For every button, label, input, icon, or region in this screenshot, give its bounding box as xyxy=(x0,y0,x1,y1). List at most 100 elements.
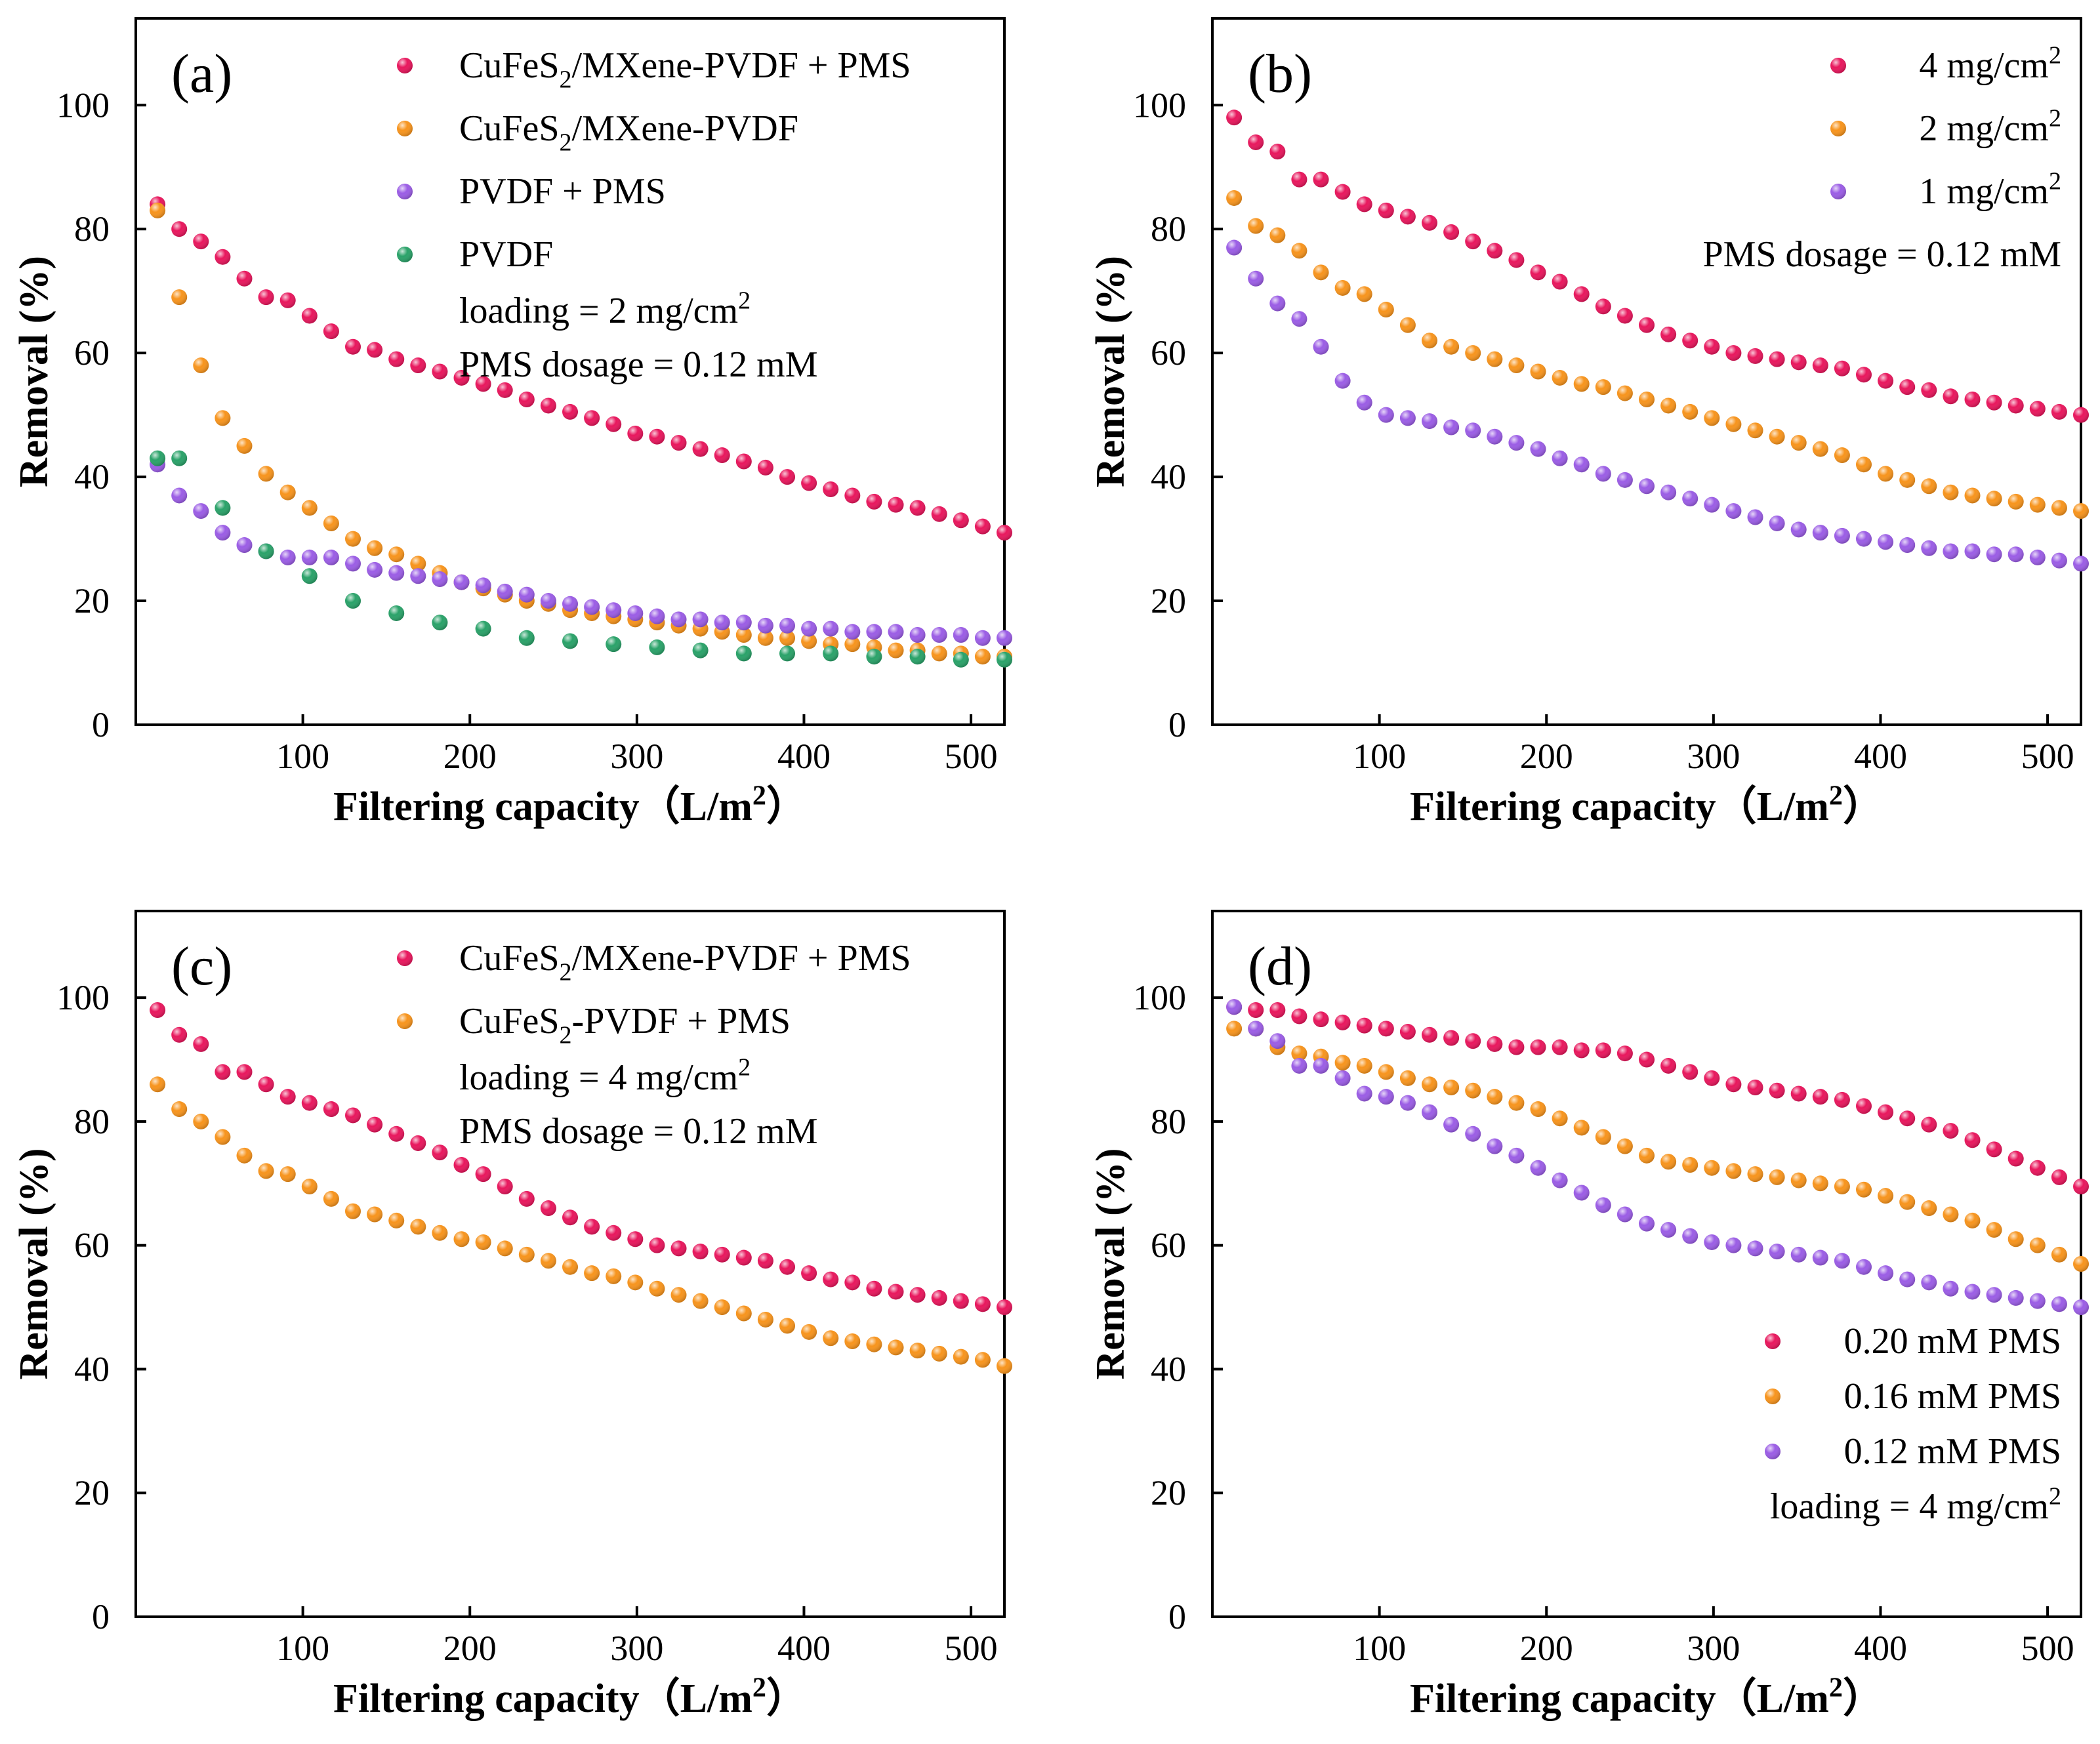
data-point-sheen xyxy=(1443,1030,1460,1046)
data-point-sheen xyxy=(1704,497,1720,513)
data-point xyxy=(323,515,339,531)
data-point xyxy=(1443,1116,1460,1133)
data-point xyxy=(215,1064,231,1080)
data-point-sheen xyxy=(2029,1160,2046,1176)
data-point-sheen xyxy=(150,202,166,218)
data-point xyxy=(1704,497,1720,513)
legend-marker xyxy=(397,950,413,966)
panel-label: (d) xyxy=(1248,936,1312,997)
data-point xyxy=(150,202,166,218)
data-point-sheen xyxy=(1465,1082,1481,1099)
data-point xyxy=(453,574,470,590)
data-point xyxy=(823,1330,839,1347)
data-point xyxy=(1725,416,1742,432)
data-point-sheen xyxy=(735,645,752,662)
annotation-note: PMS dosage = 0.12 mM xyxy=(1702,234,2061,275)
data-point-sheen xyxy=(1356,394,1372,411)
data-point xyxy=(1487,1089,1503,1105)
data-point-sheen xyxy=(279,1089,296,1105)
data-point xyxy=(757,1311,773,1328)
data-point xyxy=(735,1249,752,1266)
data-point-sheen xyxy=(453,1156,470,1173)
data-point-sheen xyxy=(1812,1249,1828,1266)
data-point-sheen xyxy=(584,1265,600,1282)
data-point-sheen xyxy=(1682,1156,1699,1173)
data-point-sheen xyxy=(1573,376,1590,392)
data-point xyxy=(1639,1215,1655,1232)
data-point-sheen xyxy=(1682,333,1699,349)
y-tick-label: 100 xyxy=(1133,85,1186,125)
data-point-sheen xyxy=(1747,509,1763,525)
data-point-sheen xyxy=(1878,534,1894,550)
data-point xyxy=(1899,1194,1916,1210)
data-point xyxy=(1313,264,1329,281)
y-tick-label: 80 xyxy=(74,1102,110,1141)
data-point xyxy=(1660,1057,1677,1074)
data-point xyxy=(475,1166,491,1183)
data-point-sheen xyxy=(1790,435,1807,451)
data-point xyxy=(1747,1166,1763,1183)
data-point-sheen xyxy=(801,620,817,637)
data-point xyxy=(779,630,795,646)
y-tick-label: 40 xyxy=(1151,457,1186,497)
data-point xyxy=(1790,435,1807,451)
data-point-sheen xyxy=(2051,403,2067,420)
data-point xyxy=(801,620,817,637)
data-point xyxy=(1921,382,1937,398)
data-point-sheen xyxy=(432,615,448,631)
data-point xyxy=(1508,357,1525,374)
data-point-sheen xyxy=(1769,1082,1785,1099)
panel-label: (a) xyxy=(171,43,232,104)
data-point-sheen xyxy=(258,289,274,306)
data-point-sheen xyxy=(453,574,470,590)
data-point xyxy=(1964,487,1981,504)
data-point-sheen xyxy=(670,1240,687,1257)
data-point-sheen xyxy=(1487,1036,1503,1052)
data-point-sheen xyxy=(1573,1120,1590,1136)
x-tick-label: 500 xyxy=(2021,1629,2074,1668)
data-point-sheen xyxy=(584,1219,600,1235)
data-point-sheen xyxy=(171,450,188,466)
data-point-sheen xyxy=(735,627,752,643)
data-point xyxy=(1487,243,1503,259)
data-point-sheen xyxy=(670,611,687,628)
data-point xyxy=(844,1274,861,1291)
data-point xyxy=(1769,1244,1785,1260)
data-point-sheen xyxy=(2007,1231,2024,1247)
panel-b: 0 20 40 60 80 100 100 200 300 400 500 Filtering cap… xyxy=(1088,17,2089,829)
data-point-sheen xyxy=(1334,1014,1351,1030)
data-point xyxy=(1508,1039,1525,1055)
data-point-sheen xyxy=(1465,1125,1481,1142)
x-tick-label: 300 xyxy=(1687,737,1740,776)
data-point-sheen xyxy=(1530,264,1546,281)
data-point xyxy=(1899,1271,1916,1288)
legend-label: 1 mg/cm2 xyxy=(1919,168,2061,212)
data-point-sheen xyxy=(1226,110,1243,126)
data-point xyxy=(150,1002,166,1019)
data-point xyxy=(1399,1024,1416,1040)
x-tick-label: 200 xyxy=(1520,1629,1573,1668)
legend: 0.20 mM PMS 0.16 mM PMS 0.12 mM PMS loading… xyxy=(1765,1321,2061,1527)
data-point xyxy=(931,1345,947,1362)
data-point-sheen xyxy=(258,1076,274,1093)
data-point-sheen xyxy=(301,568,318,584)
data-point xyxy=(866,1280,882,1297)
data-point-sheen xyxy=(2029,549,2046,565)
data-point-sheen xyxy=(1878,1188,1894,1204)
data-point xyxy=(1443,1080,1460,1095)
data-point-sheen xyxy=(997,525,1012,541)
data-point-sheen xyxy=(1899,379,1916,395)
data-point xyxy=(1682,1228,1699,1244)
data-point-sheen xyxy=(236,537,253,554)
data-point xyxy=(1465,422,1481,439)
data-point-sheen xyxy=(1639,1147,1655,1164)
data-point xyxy=(888,642,904,659)
data-point xyxy=(301,549,318,565)
data-point xyxy=(1248,134,1264,150)
data-point-sheen xyxy=(931,506,947,522)
data-point-sheen xyxy=(1378,1021,1394,1037)
data-point xyxy=(410,556,426,572)
data-point xyxy=(1616,472,1633,488)
series-1 xyxy=(1226,110,2089,423)
data-point-sheen xyxy=(953,651,969,668)
